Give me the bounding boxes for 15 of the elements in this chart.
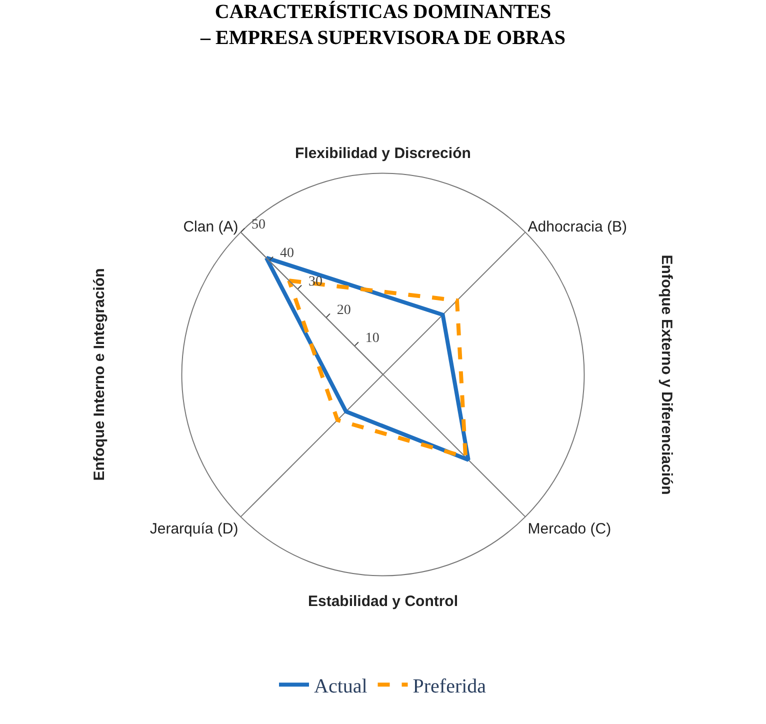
spoke-label: Clan (A) [183, 218, 238, 236]
legend-label: Actual [314, 675, 368, 698]
text: Estabilidad y Control [308, 593, 458, 610]
chart-title: CARACTERÍSTICAS DOMINANTES – EMPRESA SUPERVISORA DE OBRAS [200, 0, 566, 50]
text: Enfoque Externo y Diferenciación [658, 254, 676, 495]
y-tick-label: 10 [365, 331, 380, 346]
text: Enfoque Interno e Integración [90, 268, 108, 481]
y-tick-label: 50 [252, 217, 266, 232]
y-tick-label: 40 [280, 246, 294, 261]
spoke-label: Adhocracia (B) [528, 218, 627, 236]
text: Flexibilidad y Discreción [295, 145, 471, 162]
spoke-label: Jerarquía (D) [150, 520, 238, 538]
legend-label: Preferida [412, 675, 486, 698]
spoke-label: Mercado (C) [528, 520, 612, 538]
y-tick-label: 20 [336, 302, 351, 318]
